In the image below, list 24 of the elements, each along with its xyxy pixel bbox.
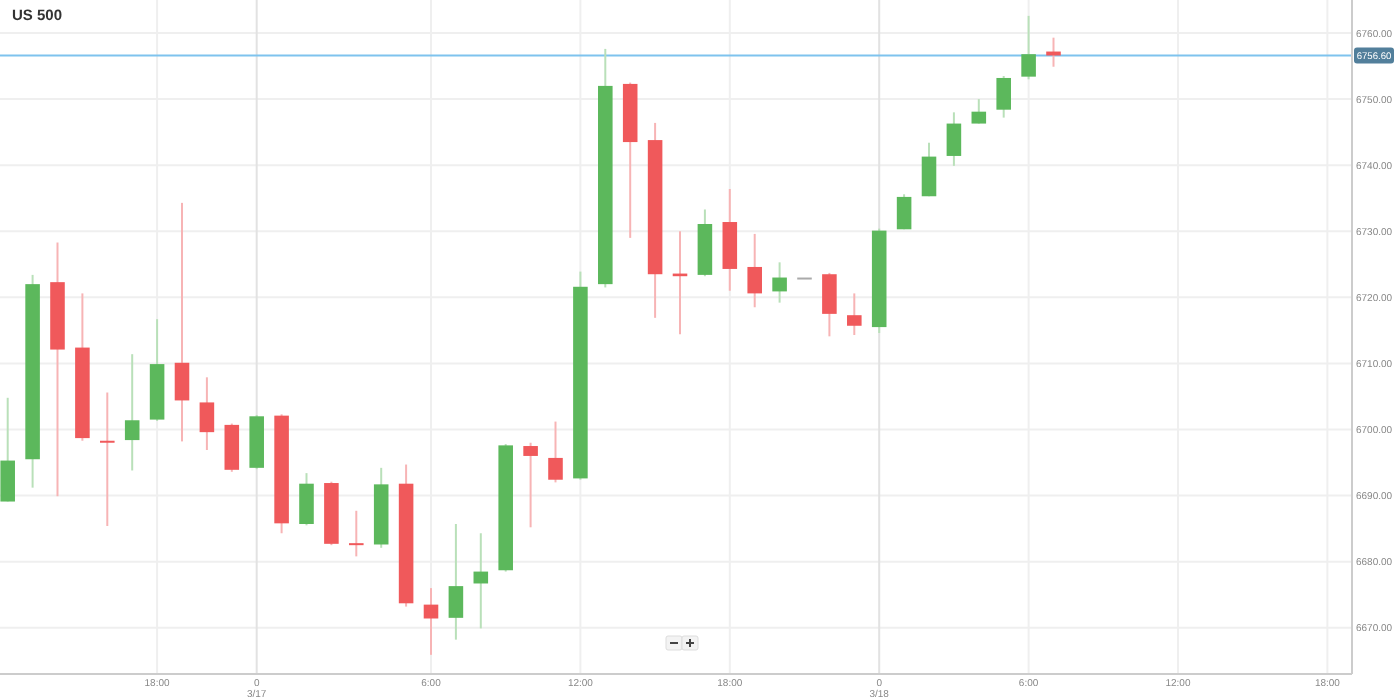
candlestick [423, 587, 439, 656]
candlestick [847, 292, 862, 337]
candlestick [124, 353, 140, 472]
candlestick [100, 391, 115, 527]
candlestick [174, 201, 190, 443]
candlestick [0, 396, 15, 503]
candlestick [448, 523, 464, 641]
candlestick [523, 441, 538, 529]
candlestick [971, 98, 987, 125]
candlestick [946, 111, 962, 167]
candlestick [349, 509, 364, 558]
candlestick [896, 193, 912, 231]
candlestick [299, 472, 314, 527]
candlestick [822, 271, 837, 338]
candlestick [224, 422, 240, 473]
candlestick [747, 232, 762, 309]
candlestick [1046, 36, 1061, 68]
candlestick [996, 74, 1011, 119]
candlestick [772, 261, 787, 304]
candlestick [722, 187, 738, 292]
candlestick [1021, 14, 1036, 81]
candlestick [921, 141, 937, 198]
candlestick [199, 376, 215, 451]
candlestick [548, 420, 563, 484]
